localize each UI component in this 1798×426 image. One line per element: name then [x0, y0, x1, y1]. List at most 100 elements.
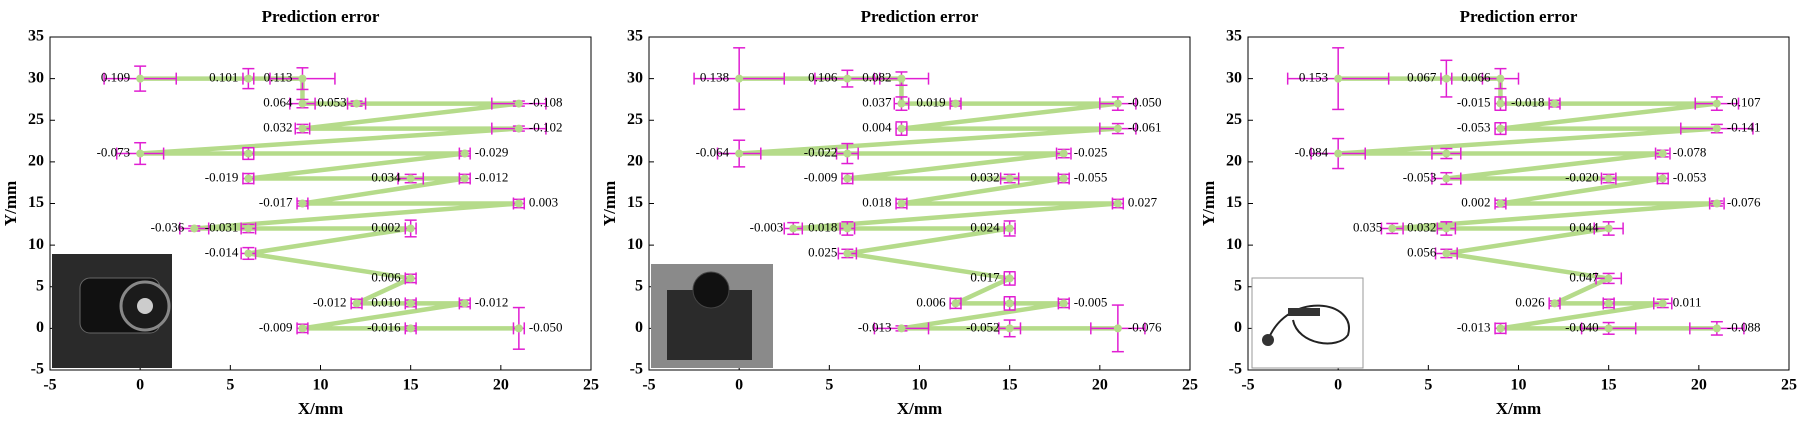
data-point: [514, 199, 523, 208]
y-tick-label: 5: [635, 277, 643, 294]
data-point: [298, 324, 307, 333]
error-label: -0.052: [966, 319, 1000, 334]
data-point: [1604, 324, 1613, 333]
error-label: 0.018: [862, 194, 891, 209]
x-tick-label: 5: [1424, 377, 1432, 394]
x-tick-label: 20: [1691, 377, 1707, 394]
data-point: [789, 224, 798, 233]
error-label: -0.050: [1128, 95, 1162, 110]
error-label: -0.053: [1403, 170, 1437, 185]
y-tick-label: 25: [1226, 111, 1242, 128]
x-axis-label: X/mm: [298, 399, 343, 418]
error-label: -0.014: [205, 244, 239, 259]
data-point: [406, 274, 415, 283]
x-tick-label: 10: [912, 377, 928, 394]
data-point: [190, 224, 199, 233]
error-label: 0.004: [862, 120, 892, 135]
data-point: [244, 224, 253, 233]
data-point: [1658, 149, 1667, 158]
y-tick-label: 30: [28, 69, 44, 86]
error-label: -0.013: [858, 319, 892, 334]
data-point: [1604, 224, 1613, 233]
chart-title: Prediction error: [262, 7, 380, 26]
data-point: [460, 149, 469, 158]
data-point: [951, 99, 960, 108]
data-point: [1658, 174, 1667, 183]
data-point: [1005, 174, 1014, 183]
error-label: 0.032: [263, 120, 292, 135]
error-label: -0.036: [151, 219, 185, 234]
x-tick-label: 25: [1781, 377, 1797, 394]
x-tick-label: 15: [403, 377, 419, 394]
error-label: 0.002: [1461, 194, 1490, 209]
data-point: [1496, 199, 1505, 208]
error-label: 0.006: [916, 294, 946, 309]
error-label: -0.020: [1565, 170, 1599, 185]
data-point: [244, 249, 253, 258]
inset-shape: [1288, 308, 1320, 316]
error-label: 0.032: [970, 170, 999, 185]
error-label: -0.013: [1457, 319, 1491, 334]
error-label: 0.106: [808, 70, 838, 85]
data-point: [1658, 299, 1667, 308]
data-point: [1113, 199, 1122, 208]
y-tick-label: 10: [1226, 236, 1242, 253]
data-point: [244, 174, 253, 183]
error-label: 0.002: [371, 219, 400, 234]
data-point: [460, 174, 469, 183]
error-label: 0.011: [1673, 294, 1702, 309]
data-line: [137, 76, 522, 331]
data-point: [1388, 224, 1397, 233]
data-point: [244, 74, 253, 83]
error-label: -0.084: [1295, 145, 1329, 160]
data-point: [460, 299, 469, 308]
data-point: [1113, 124, 1122, 133]
error-label: 0.047: [1569, 269, 1599, 284]
error-label: -0.076: [1128, 319, 1162, 334]
error-label: -0.005: [1074, 294, 1108, 309]
error-label: 0.064: [263, 95, 293, 110]
data-point: [1496, 99, 1505, 108]
error-label: -0.017: [259, 194, 293, 209]
y-tick-label: 20: [28, 153, 44, 170]
error-label: -0.076: [1727, 194, 1761, 209]
data-point: [897, 124, 906, 133]
y-axis-label: Y/mm: [1, 181, 20, 226]
data-point: [406, 324, 415, 333]
error-label: -0.029: [475, 145, 509, 160]
error-label: 0.019: [916, 95, 945, 110]
data-point: [1334, 149, 1343, 158]
y-tick-label: 15: [28, 194, 44, 211]
data-point: [897, 99, 906, 108]
data-point: [1059, 174, 1068, 183]
data-point: [1550, 299, 1559, 308]
y-tick-label: 5: [1234, 277, 1242, 294]
error-label: -0.012: [475, 294, 509, 309]
data-point: [136, 74, 145, 83]
data-point: [298, 99, 307, 108]
error-label: -0.078: [1673, 145, 1707, 160]
y-tick-label: 10: [627, 236, 643, 253]
error-label: 0.034: [371, 170, 401, 185]
x-tick-label: 25: [583, 377, 599, 394]
error-label: -0.025: [1074, 145, 1108, 160]
y-tick-label: -5: [630, 361, 643, 378]
y-tick-label: 25: [28, 111, 44, 128]
x-tick-label: 0: [136, 377, 144, 394]
error-label: 0.027: [1128, 194, 1158, 209]
x-tick-label: 20: [1092, 377, 1108, 394]
y-tick-label: 20: [1226, 153, 1242, 170]
data-point: [1005, 299, 1014, 308]
data-point: [951, 299, 960, 308]
error-label: -0.012: [313, 294, 347, 309]
data-point: [735, 149, 744, 158]
y-tick-label: 20: [627, 153, 643, 170]
y-tick-label: 5: [36, 277, 44, 294]
error-label: 0.101: [209, 70, 238, 85]
error-label: -0.102: [529, 120, 563, 135]
error-label: -0.108: [529, 95, 563, 110]
data-point: [352, 99, 361, 108]
data-point: [514, 124, 523, 133]
data-point: [136, 149, 145, 158]
